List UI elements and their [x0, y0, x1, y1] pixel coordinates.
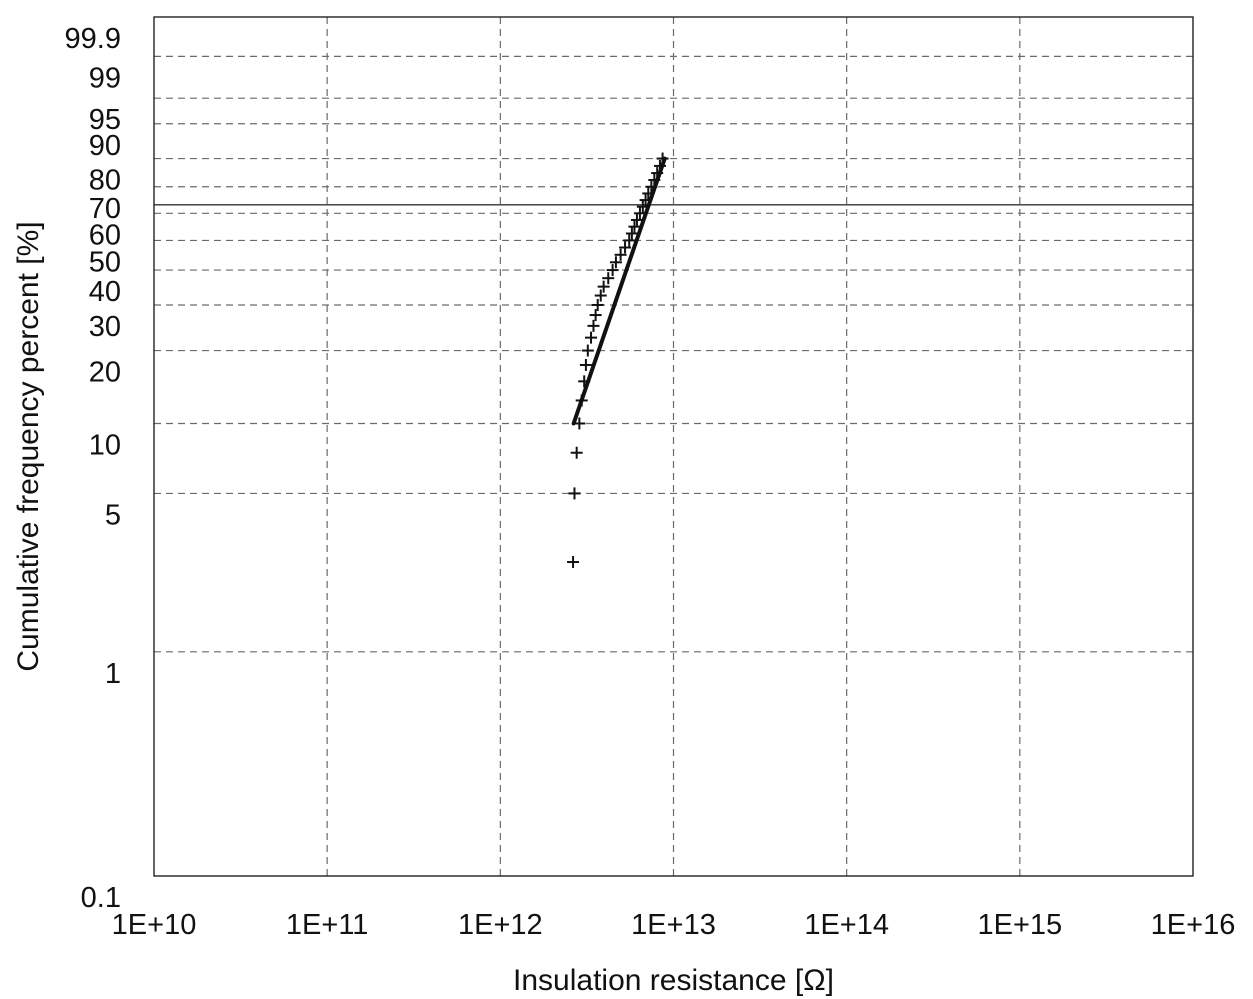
data-point: [581, 344, 594, 357]
y-tick-label: 99.9: [65, 23, 121, 55]
data-point: [609, 256, 622, 269]
grid-lines: [154, 17, 1193, 876]
y-tick-label: 90: [89, 130, 121, 162]
data-point: [614, 248, 627, 261]
data-point: [628, 220, 641, 233]
y-tick-label: 20: [89, 357, 121, 389]
data-point: [567, 556, 580, 569]
data-point: [653, 159, 666, 172]
data-point: [573, 417, 586, 430]
y-tick-label: 5: [105, 499, 121, 531]
data-point: [587, 319, 600, 332]
data-point: [585, 331, 598, 344]
y-tick-label: 50: [89, 246, 121, 278]
y-tick-label: 10: [89, 429, 121, 461]
data-point: [578, 375, 591, 388]
data-point: [648, 173, 661, 186]
data-point: [579, 358, 592, 371]
data-point: [589, 309, 602, 322]
x-tick-label: 1E+11: [286, 909, 369, 941]
data-point: [656, 152, 669, 165]
data-point: [568, 487, 581, 500]
data-point: [602, 272, 615, 285]
x-axis-label: Insulation resistance [Ω]: [513, 964, 834, 997]
data-point: [597, 280, 610, 293]
tick-labels: 1E+10 1E+11 1E+12 1E+13 1E+14 1E+15 1E+16 0.1 1 5…: [65, 23, 1236, 941]
y-tick-label: 60: [89, 219, 121, 251]
data-point: [633, 207, 646, 220]
data-point: [651, 167, 664, 180]
y-tick-label: 99: [89, 62, 121, 94]
data-points: [567, 152, 669, 569]
data-point: [639, 194, 652, 207]
data-point: [636, 200, 649, 213]
x-tick-label: 1E+14: [804, 909, 889, 941]
data-point: [594, 289, 607, 302]
fit-line: [571, 156, 667, 426]
data-point: [645, 180, 658, 193]
y-tick-label: 40: [89, 276, 121, 308]
data-point: [623, 234, 636, 247]
fit-line-layer: [571, 156, 667, 426]
data-point: [575, 394, 588, 407]
y-tick-label: 80: [89, 165, 121, 197]
plot-area-border: [153, 16, 1194, 877]
x-tick-label: 1E+12: [458, 909, 543, 941]
y-tick-label: 95: [89, 104, 121, 136]
y-tick-label: 30: [89, 311, 121, 343]
data-point: [619, 241, 632, 254]
data-point: [606, 264, 619, 277]
data-point: [630, 213, 643, 226]
y-tick-label: 70: [89, 193, 121, 225]
y-axis-label: Cumulative frequency percent [%]: [12, 221, 45, 671]
y-tick-label: 1: [105, 658, 121, 690]
data-point: [591, 298, 604, 311]
y-tick-label: 0.1: [81, 882, 121, 914]
x-tick-label: 1E+10: [112, 909, 197, 941]
x-tick-label: 1E+16: [1151, 909, 1236, 941]
x-tick-label: 1E+15: [977, 909, 1062, 941]
data-point: [570, 446, 583, 459]
data-point: [625, 227, 638, 240]
data-point: [642, 187, 655, 200]
x-tick-label: 1E+13: [631, 909, 716, 941]
